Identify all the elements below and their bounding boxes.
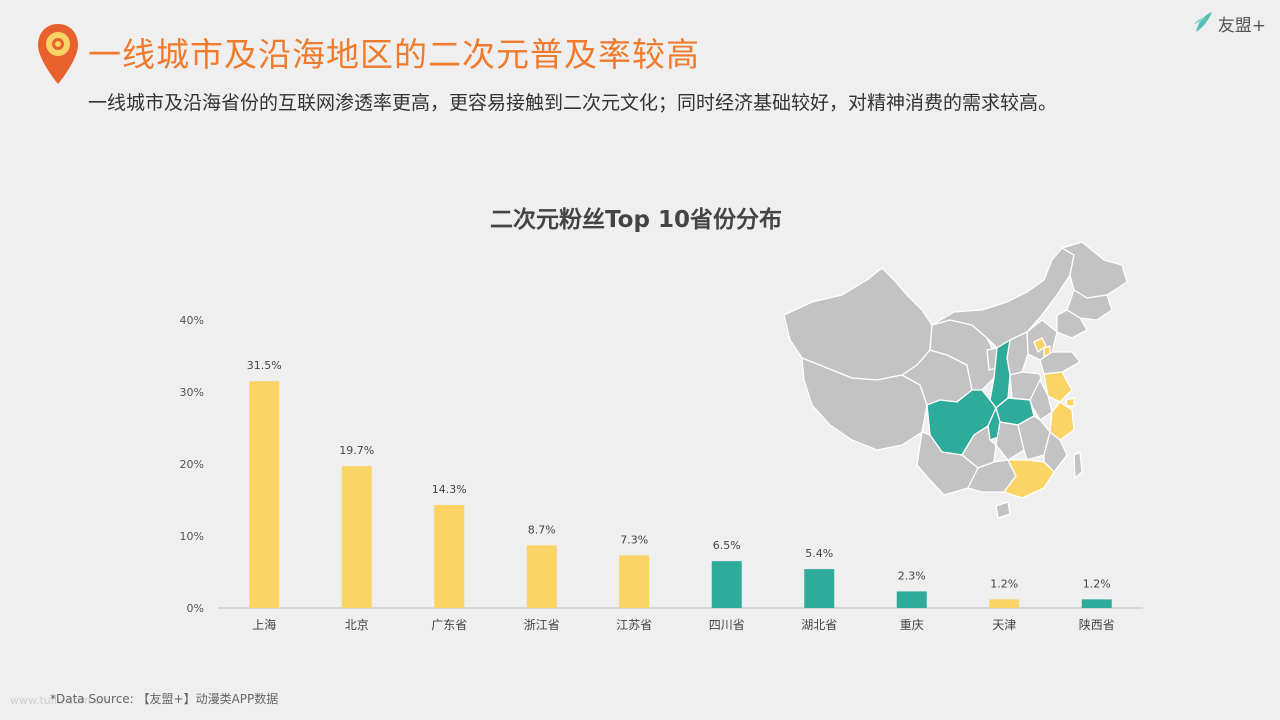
bar xyxy=(711,561,742,608)
bar-value-label: 8.7% xyxy=(528,523,556,536)
bar xyxy=(1081,599,1112,608)
map-pin-icon xyxy=(38,24,78,84)
map-region-heilongjiang xyxy=(1061,241,1128,299)
map-region-taiwan xyxy=(1073,451,1083,479)
bar xyxy=(526,545,557,608)
bar xyxy=(341,466,372,608)
map-region-beijing xyxy=(1033,337,1047,353)
brand-name: 友盟+ xyxy=(1217,15,1266,36)
bar-value-label: 2.3% xyxy=(898,569,926,582)
y-tick-label: 30% xyxy=(180,386,204,399)
page-subtitle: 一线城市及沿海省份的互联网渗透率更高，更容易接触到二次元文化；同时经济基础较好，… xyxy=(88,92,1058,114)
map-region-jiangsu xyxy=(1043,371,1073,403)
bar-value-label: 19.7% xyxy=(339,444,374,457)
x-tick-label: 湖北省 xyxy=(801,617,837,632)
bar xyxy=(619,555,650,608)
brand-logo: 友盟+ xyxy=(1192,10,1266,36)
map-region-shanghai xyxy=(1065,397,1075,407)
bar xyxy=(896,591,927,608)
bar xyxy=(989,599,1020,608)
bar-value-label: 1.2% xyxy=(990,577,1018,590)
bar xyxy=(804,569,835,608)
y-tick-label: 0% xyxy=(187,602,204,615)
bar xyxy=(249,381,280,608)
bar-value-label: 6.5% xyxy=(713,539,741,552)
map-region-hainan xyxy=(995,501,1011,519)
map-region-shandong xyxy=(1039,351,1081,375)
bar xyxy=(434,505,465,608)
chart-title: 二次元粉丝Top 10省份分布 xyxy=(490,207,782,233)
watermark: www.tuliu.com.cn xyxy=(10,694,108,707)
x-tick-label: 重庆 xyxy=(900,618,924,632)
bar-value-label: 31.5% xyxy=(247,359,282,372)
x-tick-label: 浙江省 xyxy=(524,618,560,632)
y-tick-label: 10% xyxy=(180,530,204,543)
bar-value-label: 14.3% xyxy=(432,483,467,496)
bar-value-label: 1.2% xyxy=(1083,577,1111,590)
y-tick-label: 40% xyxy=(180,314,204,327)
x-tick-label: 陕西省 xyxy=(1079,617,1115,632)
map-region-hunan xyxy=(995,421,1025,461)
bar-value-label: 5.4% xyxy=(805,547,833,560)
leaf-icon xyxy=(1193,12,1212,32)
x-tick-label: 天津 xyxy=(992,618,1016,632)
x-tick-label: 上海 xyxy=(252,617,276,632)
page-title: 一线城市及沿海地区的二次元普及率较高 xyxy=(88,35,700,74)
x-tick-label: 四川省 xyxy=(709,618,745,632)
map-region-guangdong xyxy=(1003,459,1055,499)
china-map xyxy=(783,241,1128,519)
x-tick-label: 北京 xyxy=(345,618,369,632)
data-source-note: *Data Source: 【友盟+】动漫类APP数据 xyxy=(50,692,279,706)
y-tick-label: 20% xyxy=(180,458,204,471)
x-tick-label: 广东省 xyxy=(431,618,467,632)
bar-value-label: 7.3% xyxy=(620,533,648,546)
x-tick-label: 江苏省 xyxy=(616,618,652,632)
